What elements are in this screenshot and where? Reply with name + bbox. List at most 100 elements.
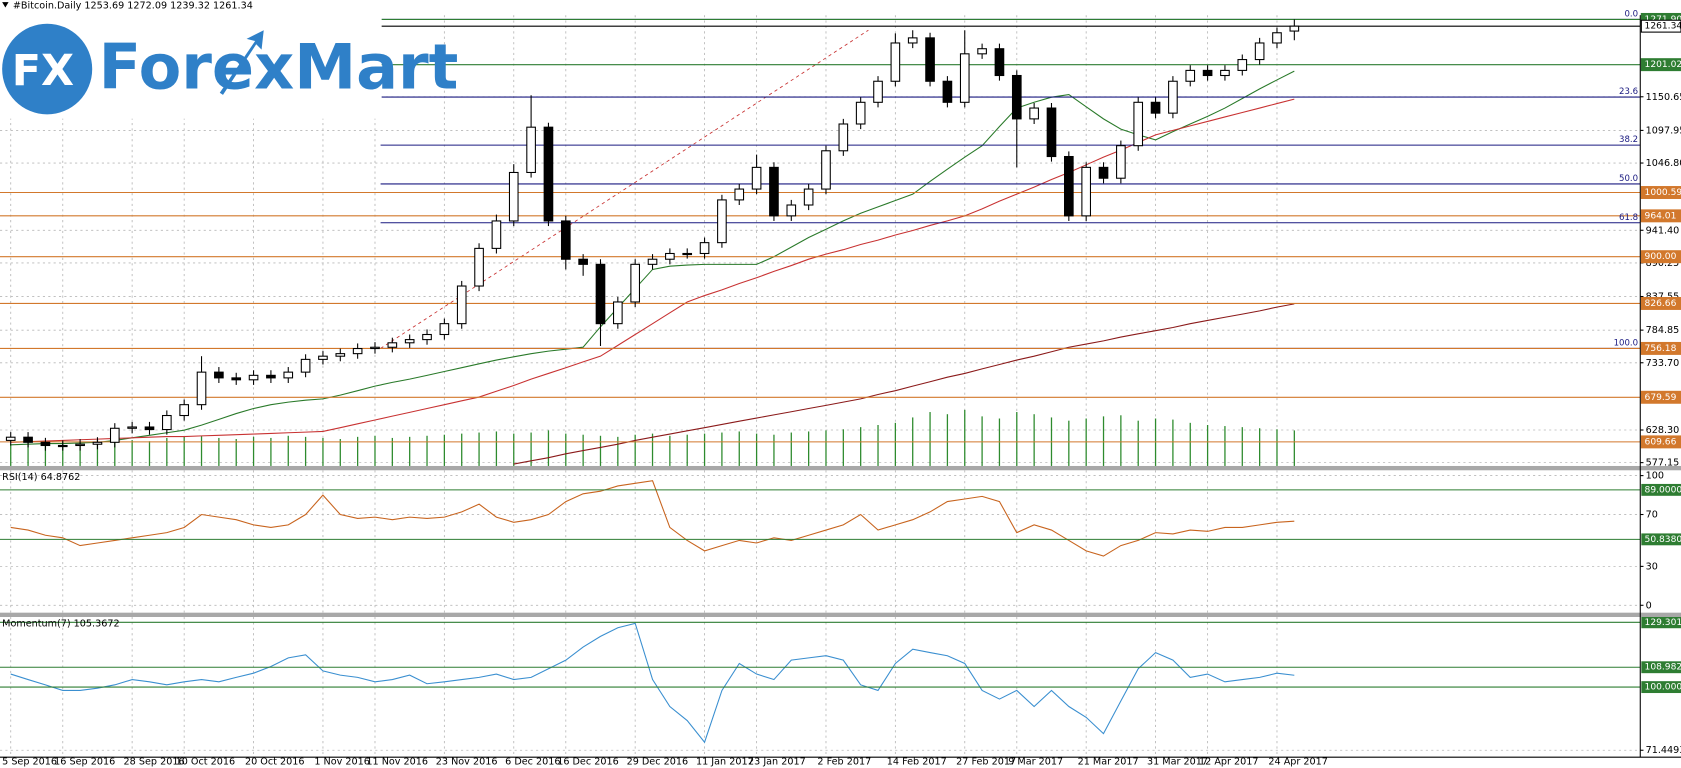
candle-body bbox=[352, 347, 363, 355]
price-level-box bbox=[1640, 390, 1681, 404]
fibonacci-label: 100.0 bbox=[1614, 339, 1639, 349]
plot-layer: 1150.651097.951046.80941.40890.25837.557… bbox=[0, 10, 1681, 768]
candle-body bbox=[422, 333, 432, 341]
x-tick-label: 1 Nov 2016 bbox=[314, 757, 370, 768]
candle-body bbox=[873, 80, 883, 103]
candle-body bbox=[40, 441, 51, 447]
y-tick-label: 784.85 bbox=[1646, 325, 1680, 336]
x-tick-label: 12 Apr 2017 bbox=[1199, 757, 1259, 768]
indicator-level-label: 108.982 bbox=[1645, 663, 1681, 673]
candle-body bbox=[786, 204, 797, 217]
candle-body bbox=[179, 404, 190, 417]
panel-2 bbox=[0, 616, 1641, 758]
y-tick-label: 577.15 bbox=[1646, 458, 1680, 469]
candle-body bbox=[977, 48, 987, 55]
y-tick-label: 1046.80 bbox=[1646, 158, 1681, 169]
x-tick-label: 31 Mar 2017 bbox=[1147, 757, 1208, 768]
candle-body bbox=[1116, 145, 1126, 179]
candle-body bbox=[1098, 166, 1109, 179]
candle-body bbox=[578, 258, 588, 265]
candle-body bbox=[474, 247, 484, 287]
candle-body bbox=[266, 374, 276, 379]
candle-body bbox=[890, 42, 901, 82]
logo-circle bbox=[2, 23, 93, 115]
indicator-level-box bbox=[1641, 616, 1681, 629]
price-level-label: 756.18 bbox=[1645, 344, 1677, 354]
candle-body bbox=[560, 220, 571, 260]
price-level-box bbox=[1640, 209, 1681, 223]
candle-body bbox=[300, 358, 311, 373]
fibonacci-label: 38.2 bbox=[1619, 135, 1638, 145]
fibonacci-label: 0.0 bbox=[1624, 10, 1638, 20]
candle-body bbox=[1220, 69, 1230, 77]
candle-body bbox=[196, 371, 207, 406]
indicator-level-box bbox=[1641, 533, 1681, 546]
candle-body bbox=[23, 436, 33, 443]
price-level-box bbox=[1640, 58, 1681, 72]
candle-body bbox=[526, 126, 536, 174]
candle-body bbox=[439, 323, 450, 336]
candle-body bbox=[1064, 155, 1074, 217]
indicator-level-label: 129.301 bbox=[1645, 618, 1681, 628]
price-level-box bbox=[1640, 19, 1681, 33]
price-level-label: 1201.02 bbox=[1645, 60, 1681, 70]
candle-body bbox=[734, 188, 745, 201]
fibonacci-label: 50.0 bbox=[1619, 174, 1638, 184]
x-tick-label: 23 Jan 2017 bbox=[748, 757, 806, 768]
candle-body bbox=[318, 355, 328, 360]
candle-body bbox=[1046, 107, 1057, 158]
candle-body bbox=[838, 123, 849, 152]
x-tick-label: 9 Mar 2017 bbox=[1008, 757, 1063, 768]
y-tick-label: 70 bbox=[1646, 509, 1658, 520]
candle-body bbox=[1011, 74, 1022, 120]
x-tick-label: 11 Jan 2017 bbox=[696, 757, 754, 768]
price-level-box bbox=[1640, 341, 1681, 355]
indicator-level-label: 89.0000 bbox=[1645, 485, 1681, 495]
indicator-line bbox=[10, 622, 1295, 744]
y-tick-label: 0 bbox=[1646, 600, 1652, 611]
candle-body bbox=[1289, 25, 1300, 32]
candle-body bbox=[456, 285, 467, 325]
fibonacci-label: 23.6 bbox=[1619, 87, 1638, 97]
candle-body bbox=[769, 166, 779, 217]
candle-body bbox=[751, 166, 762, 190]
x-tick-label: 5 Sep 2016 bbox=[2, 757, 57, 768]
candle-body bbox=[1185, 69, 1196, 82]
price-level-label: 900.00 bbox=[1645, 252, 1677, 262]
x-tick-label: 29 Dec 2016 bbox=[627, 757, 688, 768]
candle-body bbox=[109, 427, 120, 443]
x-tick-label: 16 Dec 2016 bbox=[557, 757, 618, 768]
indicator-line bbox=[10, 480, 1295, 557]
y-tick-label: 941.40 bbox=[1646, 225, 1680, 236]
candle-body bbox=[5, 436, 16, 441]
candle-body bbox=[1168, 80, 1178, 114]
logo-mark: FX bbox=[12, 46, 74, 96]
logo: FX ForexMart bbox=[0, 10, 458, 119]
candle-body bbox=[821, 150, 831, 190]
moving-average bbox=[10, 98, 1295, 443]
x-tick-label: 6 Dec 2016 bbox=[505, 757, 560, 768]
candle-body bbox=[647, 258, 658, 265]
candle-body bbox=[855, 101, 866, 125]
candle-body bbox=[491, 220, 502, 249]
fibonacci-label: 61.8 bbox=[1619, 213, 1638, 223]
x-tick-label: 21 Mar 2017 bbox=[1078, 757, 1139, 768]
x-tick-label: 23 Nov 2016 bbox=[436, 757, 498, 768]
price-level-box bbox=[1640, 186, 1681, 199]
candle-body bbox=[717, 199, 727, 244]
candle-body bbox=[543, 126, 554, 222]
indicator-title: RSI(14) 64.8762 bbox=[2, 472, 80, 483]
x-tick-label: 11 Nov 2016 bbox=[366, 757, 428, 768]
indicator-title: Momentum(7) 105.3672 bbox=[2, 618, 119, 629]
price-level-box bbox=[1640, 296, 1681, 310]
indicator-level-label: 100.000 bbox=[1645, 683, 1681, 693]
candle-body bbox=[595, 263, 606, 325]
candle-body bbox=[283, 371, 294, 379]
candle-body bbox=[907, 37, 918, 44]
x-tick-label: 27 Feb 2017 bbox=[956, 757, 1016, 768]
panel-1 bbox=[0, 470, 1641, 613]
candle-body bbox=[1150, 101, 1161, 114]
candle-body bbox=[1202, 69, 1213, 77]
panel-separator bbox=[0, 612, 1681, 617]
